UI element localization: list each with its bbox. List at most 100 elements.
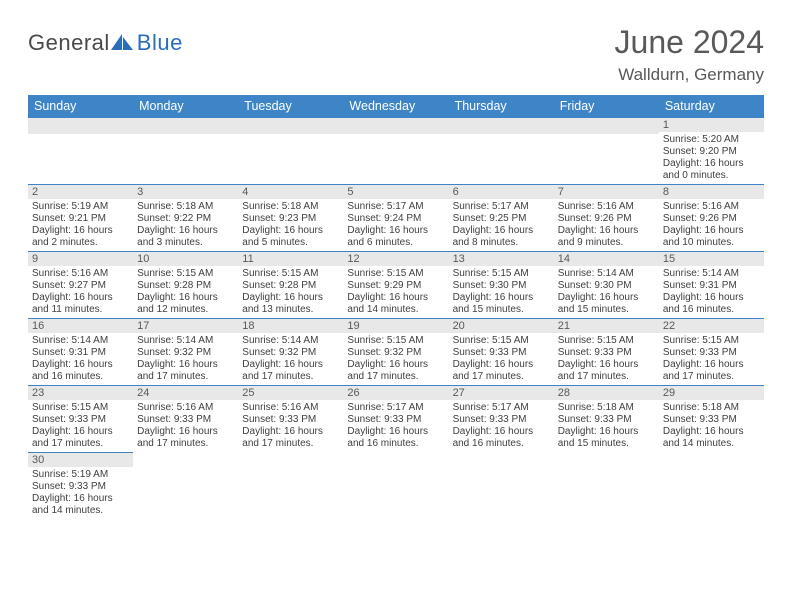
sunset-line: Sunset: 9:25 PM: [453, 213, 550, 225]
day-number: 9: [28, 252, 133, 266]
day-number: 23: [28, 386, 133, 400]
sunset-line: Sunset: 9:33 PM: [453, 414, 550, 426]
daylight-line: Daylight: 16 hours and 12 minutes.: [137, 292, 234, 316]
sunset-line: Sunset: 9:28 PM: [137, 280, 234, 292]
sunset-line: Sunset: 9:30 PM: [453, 280, 550, 292]
sunset-line: Sunset: 9:31 PM: [32, 347, 129, 359]
sunset-line: Sunset: 9:28 PM: [242, 280, 339, 292]
location: Walldurn, Germany: [615, 65, 764, 85]
daylight-line: Daylight: 16 hours and 15 minutes.: [558, 426, 655, 450]
day-details: Sunrise: 5:16 AMSunset: 9:26 PMDaylight:…: [554, 199, 659, 251]
sunrise-line: Sunrise: 5:14 AM: [558, 268, 655, 280]
calendar-cell: 12Sunrise: 5:15 AMSunset: 9:29 PMDayligh…: [343, 252, 448, 319]
calendar-cell: 9Sunrise: 5:16 AMSunset: 9:27 PMDaylight…: [28, 252, 133, 319]
daylight-line: Daylight: 16 hours and 2 minutes.: [32, 225, 129, 249]
sunset-line: Sunset: 9:33 PM: [242, 414, 339, 426]
day-number: 20: [449, 319, 554, 333]
sunset-line: Sunset: 9:33 PM: [32, 414, 129, 426]
sunset-line: Sunset: 9:33 PM: [347, 414, 444, 426]
sunrise-line: Sunrise: 5:15 AM: [347, 268, 444, 280]
calendar-cell: 14Sunrise: 5:14 AMSunset: 9:30 PMDayligh…: [554, 252, 659, 319]
day-details: Sunrise: 5:18 AMSunset: 9:33 PMDaylight:…: [554, 400, 659, 452]
daylight-line: Daylight: 16 hours and 17 minutes.: [242, 426, 339, 450]
day-details: Sunrise: 5:16 AMSunset: 9:27 PMDaylight:…: [28, 266, 133, 318]
sunset-line: Sunset: 9:33 PM: [663, 347, 760, 359]
day-number: 12: [343, 252, 448, 266]
empty-day-bar: [554, 118, 659, 134]
calendar-cell: [449, 118, 554, 185]
sunset-line: Sunset: 9:33 PM: [663, 414, 760, 426]
sunrise-line: Sunrise: 5:14 AM: [32, 335, 129, 347]
calendar-cell: 27Sunrise: 5:17 AMSunset: 9:33 PMDayligh…: [449, 386, 554, 453]
calendar-cell: 7Sunrise: 5:16 AMSunset: 9:26 PMDaylight…: [554, 185, 659, 252]
calendar-cell: 20Sunrise: 5:15 AMSunset: 9:33 PMDayligh…: [449, 319, 554, 386]
calendar-cell: 11Sunrise: 5:15 AMSunset: 9:28 PMDayligh…: [238, 252, 343, 319]
sunrise-line: Sunrise: 5:15 AM: [242, 268, 339, 280]
empty-day-bar: [133, 118, 238, 134]
calendar-cell: [449, 453, 554, 520]
calendar-cell: 28Sunrise: 5:18 AMSunset: 9:33 PMDayligh…: [554, 386, 659, 453]
calendar-cell: 1Sunrise: 5:20 AMSunset: 9:20 PMDaylight…: [659, 118, 764, 185]
daylight-line: Daylight: 16 hours and 5 minutes.: [242, 225, 339, 249]
day-number: 29: [659, 386, 764, 400]
sunset-line: Sunset: 9:31 PM: [663, 280, 760, 292]
logo-text-general: General: [28, 30, 110, 56]
daylight-line: Daylight: 16 hours and 14 minutes.: [663, 426, 760, 450]
weekday-header: Monday: [133, 95, 238, 118]
day-number: 28: [554, 386, 659, 400]
day-number: 5: [343, 185, 448, 199]
empty-day-bar: [28, 118, 133, 134]
calendar-cell: 10Sunrise: 5:15 AMSunset: 9:28 PMDayligh…: [133, 252, 238, 319]
daylight-line: Daylight: 16 hours and 17 minutes.: [137, 359, 234, 383]
calendar-row: 30Sunrise: 5:19 AMSunset: 9:33 PMDayligh…: [28, 453, 764, 520]
day-details: Sunrise: 5:15 AMSunset: 9:33 PMDaylight:…: [28, 400, 133, 452]
sunrise-line: Sunrise: 5:18 AM: [558, 402, 655, 414]
day-number: 10: [133, 252, 238, 266]
calendar-cell: 17Sunrise: 5:14 AMSunset: 9:32 PMDayligh…: [133, 319, 238, 386]
calendar-cell: [659, 453, 764, 520]
daylight-line: Daylight: 16 hours and 14 minutes.: [32, 493, 129, 517]
sunrise-line: Sunrise: 5:17 AM: [453, 402, 550, 414]
day-details: Sunrise: 5:20 AMSunset: 9:20 PMDaylight:…: [659, 132, 764, 184]
calendar-cell: [343, 453, 448, 520]
daylight-line: Daylight: 16 hours and 17 minutes.: [453, 359, 550, 383]
sunrise-line: Sunrise: 5:20 AM: [663, 134, 760, 146]
header: General Blue June 2024 Walldurn, Germany: [28, 24, 764, 85]
day-details: Sunrise: 5:14 AMSunset: 9:32 PMDaylight:…: [133, 333, 238, 385]
day-details: Sunrise: 5:19 AMSunset: 9:33 PMDaylight:…: [28, 467, 133, 519]
sunrise-line: Sunrise: 5:15 AM: [558, 335, 655, 347]
weekday-header: Tuesday: [238, 95, 343, 118]
day-details: Sunrise: 5:15 AMSunset: 9:33 PMDaylight:…: [659, 333, 764, 385]
day-number: 27: [449, 386, 554, 400]
day-details: Sunrise: 5:16 AMSunset: 9:33 PMDaylight:…: [238, 400, 343, 452]
sunrise-line: Sunrise: 5:15 AM: [663, 335, 760, 347]
sunrise-line: Sunrise: 5:17 AM: [453, 201, 550, 213]
sunset-line: Sunset: 9:21 PM: [32, 213, 129, 225]
calendar-cell: [238, 118, 343, 185]
day-number: 3: [133, 185, 238, 199]
day-number: 6: [449, 185, 554, 199]
calendar-body: 1Sunrise: 5:20 AMSunset: 9:20 PMDaylight…: [28, 118, 764, 520]
sunrise-line: Sunrise: 5:15 AM: [453, 335, 550, 347]
day-details: Sunrise: 5:15 AMSunset: 9:28 PMDaylight:…: [238, 266, 343, 318]
weekday-header: Thursday: [449, 95, 554, 118]
day-details: Sunrise: 5:17 AMSunset: 9:24 PMDaylight:…: [343, 199, 448, 251]
sunrise-line: Sunrise: 5:17 AM: [347, 402, 444, 414]
day-details: Sunrise: 5:14 AMSunset: 9:30 PMDaylight:…: [554, 266, 659, 318]
calendar-row: 2Sunrise: 5:19 AMSunset: 9:21 PMDaylight…: [28, 185, 764, 252]
day-number: 24: [133, 386, 238, 400]
sunrise-line: Sunrise: 5:14 AM: [242, 335, 339, 347]
sunset-line: Sunset: 9:23 PM: [242, 213, 339, 225]
sunrise-line: Sunrise: 5:18 AM: [137, 201, 234, 213]
sunrise-line: Sunrise: 5:16 AM: [32, 268, 129, 280]
sunrise-line: Sunrise: 5:14 AM: [663, 268, 760, 280]
sunset-line: Sunset: 9:33 PM: [558, 414, 655, 426]
calendar-row: 23Sunrise: 5:15 AMSunset: 9:33 PMDayligh…: [28, 386, 764, 453]
sunrise-line: Sunrise: 5:16 AM: [137, 402, 234, 414]
calendar-cell: [554, 118, 659, 185]
calendar-cell: [133, 118, 238, 185]
sunrise-line: Sunrise: 5:15 AM: [453, 268, 550, 280]
daylight-line: Daylight: 16 hours and 6 minutes.: [347, 225, 444, 249]
sunrise-line: Sunrise: 5:18 AM: [663, 402, 760, 414]
sunrise-line: Sunrise: 5:14 AM: [137, 335, 234, 347]
